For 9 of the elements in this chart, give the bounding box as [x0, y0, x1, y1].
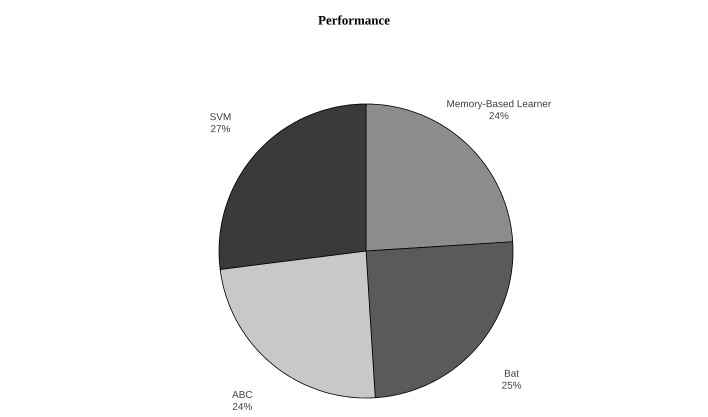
data-label: 24%	[232, 402, 252, 410]
chart-title: Performance	[318, 15, 390, 25]
slice-label: Bat	[504, 370, 519, 377]
slice-label: SVM	[210, 113, 230, 120]
data-label: 27%	[210, 125, 230, 132]
data-label: 25%	[502, 382, 522, 389]
slice-label: ABC	[232, 391, 252, 398]
slice-label: Memory-Based Learner	[447, 100, 551, 110]
data-label: 24%	[489, 112, 508, 120]
